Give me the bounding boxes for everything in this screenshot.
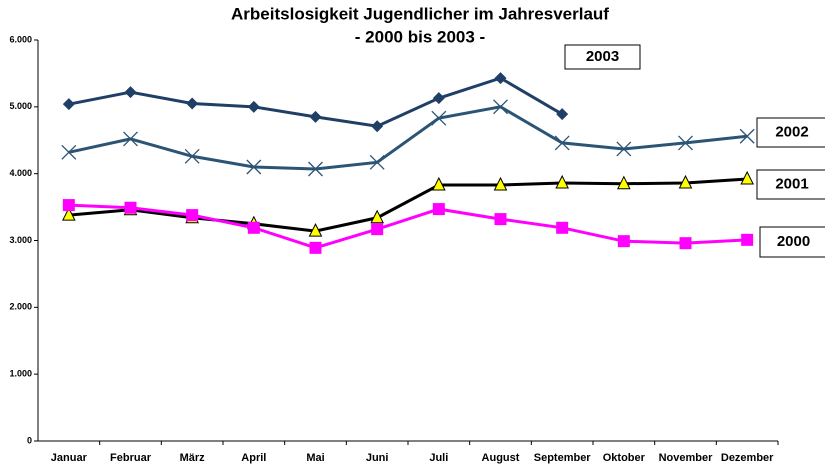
marker [186, 209, 199, 222]
marker [124, 201, 137, 214]
x-tick-label: Januar [51, 452, 88, 464]
x-tick-label: April [241, 452, 266, 464]
chart-title: Arbeitslosigkeit Jugendlicher im Jahresv… [231, 4, 609, 23]
x-tick-label: August [482, 452, 520, 464]
legend-box [759, 226, 825, 258]
marker [739, 128, 755, 144]
x-tick-label: Februar [110, 452, 152, 464]
marker [679, 237, 692, 250]
marker [741, 233, 754, 246]
series-line [68, 203, 748, 250]
x-tick-label: Juli [429, 452, 448, 464]
marker [184, 148, 200, 164]
marker [308, 223, 323, 237]
legend-box [756, 169, 825, 200]
x-tick-label: Dezember [721, 452, 774, 464]
x-tick-label: September [534, 452, 592, 464]
marker [309, 241, 322, 254]
marker [246, 159, 262, 175]
marker [309, 110, 322, 123]
marker [740, 170, 754, 185]
marker [62, 206, 76, 221]
marker [370, 209, 384, 224]
legend-label: 2003 [586, 48, 619, 65]
x-tick-label: Oktober [603, 452, 646, 464]
y-tick-label: 0 [27, 435, 32, 445]
y-tick-label: 1.000 [9, 369, 32, 379]
marker [431, 110, 447, 126]
marker [617, 175, 631, 190]
marker [493, 176, 508, 191]
series-line [68, 105, 748, 171]
marker [308, 161, 323, 177]
marker [432, 176, 446, 191]
x-tick-label: Juni [366, 452, 389, 464]
y-tick-label: 6.000 [9, 34, 32, 44]
legend-label: 2002 [775, 123, 808, 140]
marker [371, 120, 384, 133]
marker [678, 135, 693, 151]
x-tick-label: März [180, 452, 206, 464]
x-tick-label: November [659, 452, 714, 464]
legend-label: 2000 [777, 233, 810, 250]
legend-box [756, 117, 825, 148]
y-tick-label: 5.000 [9, 101, 32, 111]
marker [617, 235, 630, 248]
marker [61, 144, 77, 160]
y-tick-label: 3.000 [9, 235, 32, 245]
marker [494, 213, 507, 226]
marker [556, 221, 569, 234]
y-tick-label: 2.000 [9, 302, 32, 312]
marker [62, 199, 75, 212]
marker [369, 154, 385, 170]
marker [678, 174, 693, 189]
legend-box [564, 44, 641, 70]
marker [123, 131, 138, 147]
marker [371, 223, 384, 236]
marker [432, 203, 445, 216]
marker [247, 100, 260, 113]
chart-subtitle: - 2000 bis 2003 - [355, 27, 485, 46]
y-tick-label: 4.000 [9, 168, 32, 178]
series-line [68, 177, 748, 233]
marker [62, 98, 75, 111]
marker [556, 108, 569, 121]
marker [124, 86, 137, 99]
marker [555, 174, 569, 189]
marker [432, 92, 445, 105]
marker [554, 135, 570, 151]
marker [186, 97, 199, 110]
x-tick-label: Mai [306, 452, 324, 464]
legend-label: 2001 [775, 175, 808, 192]
marker [494, 72, 507, 85]
marker [616, 141, 632, 157]
marker [493, 99, 508, 115]
marker [247, 221, 260, 234]
